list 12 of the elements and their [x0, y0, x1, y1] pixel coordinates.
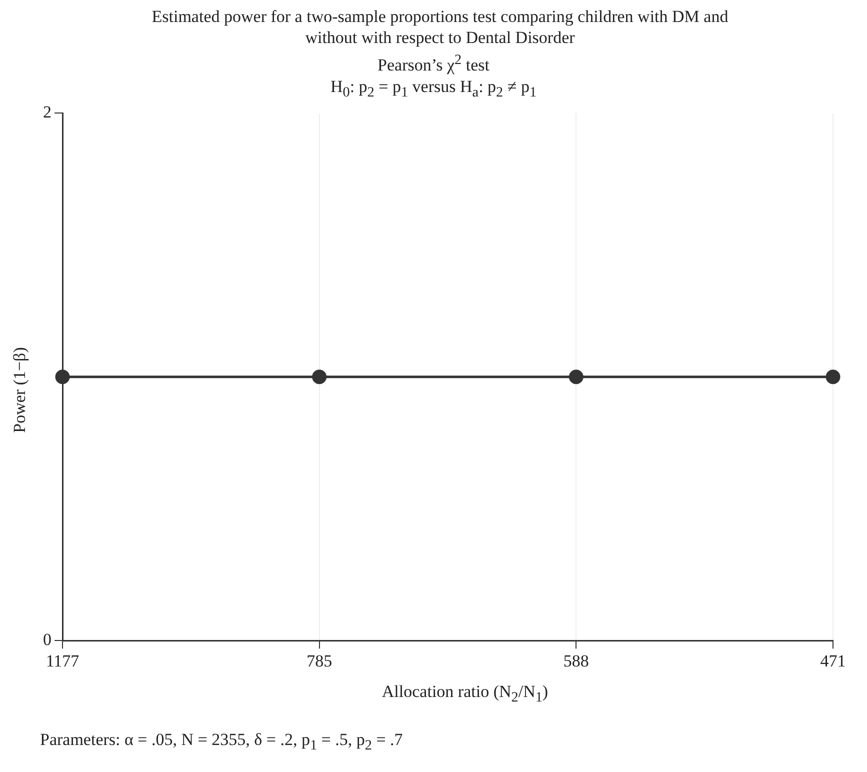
y-axis-title: Power (1−β): [10, 346, 30, 435]
y-tick-label: 0: [43, 630, 52, 650]
text: H$_{0}$: p$_{2}$ = p$_{1}$ versus H$_{a}$: p$_{2}$ ≠ p$_{1}$: [330, 77, 537, 100]
text: Parameters: α = .05, N = 2355, δ = .2, p$_{1}$ = .5, p$_{2}$ = .7: [40, 730, 403, 754]
chart-title: Estimated power for a two-sample proportions test comparing children with DM and without with respect to Dental Disorder: [150, 6, 730, 48]
x-tick-label: 785: [306, 651, 332, 670]
x-axis-title: Allocation ratio (N$_{2}$/N$_{1}$): [380, 682, 550, 706]
text: Pearson’s χ$^{2}$ test: [378, 52, 490, 75]
x-tick-label: 588: [563, 651, 589, 670]
x-tick-label: 1177: [46, 651, 80, 670]
y-tick-label: 2: [43, 102, 52, 122]
x-tick-label: 471: [820, 651, 846, 670]
